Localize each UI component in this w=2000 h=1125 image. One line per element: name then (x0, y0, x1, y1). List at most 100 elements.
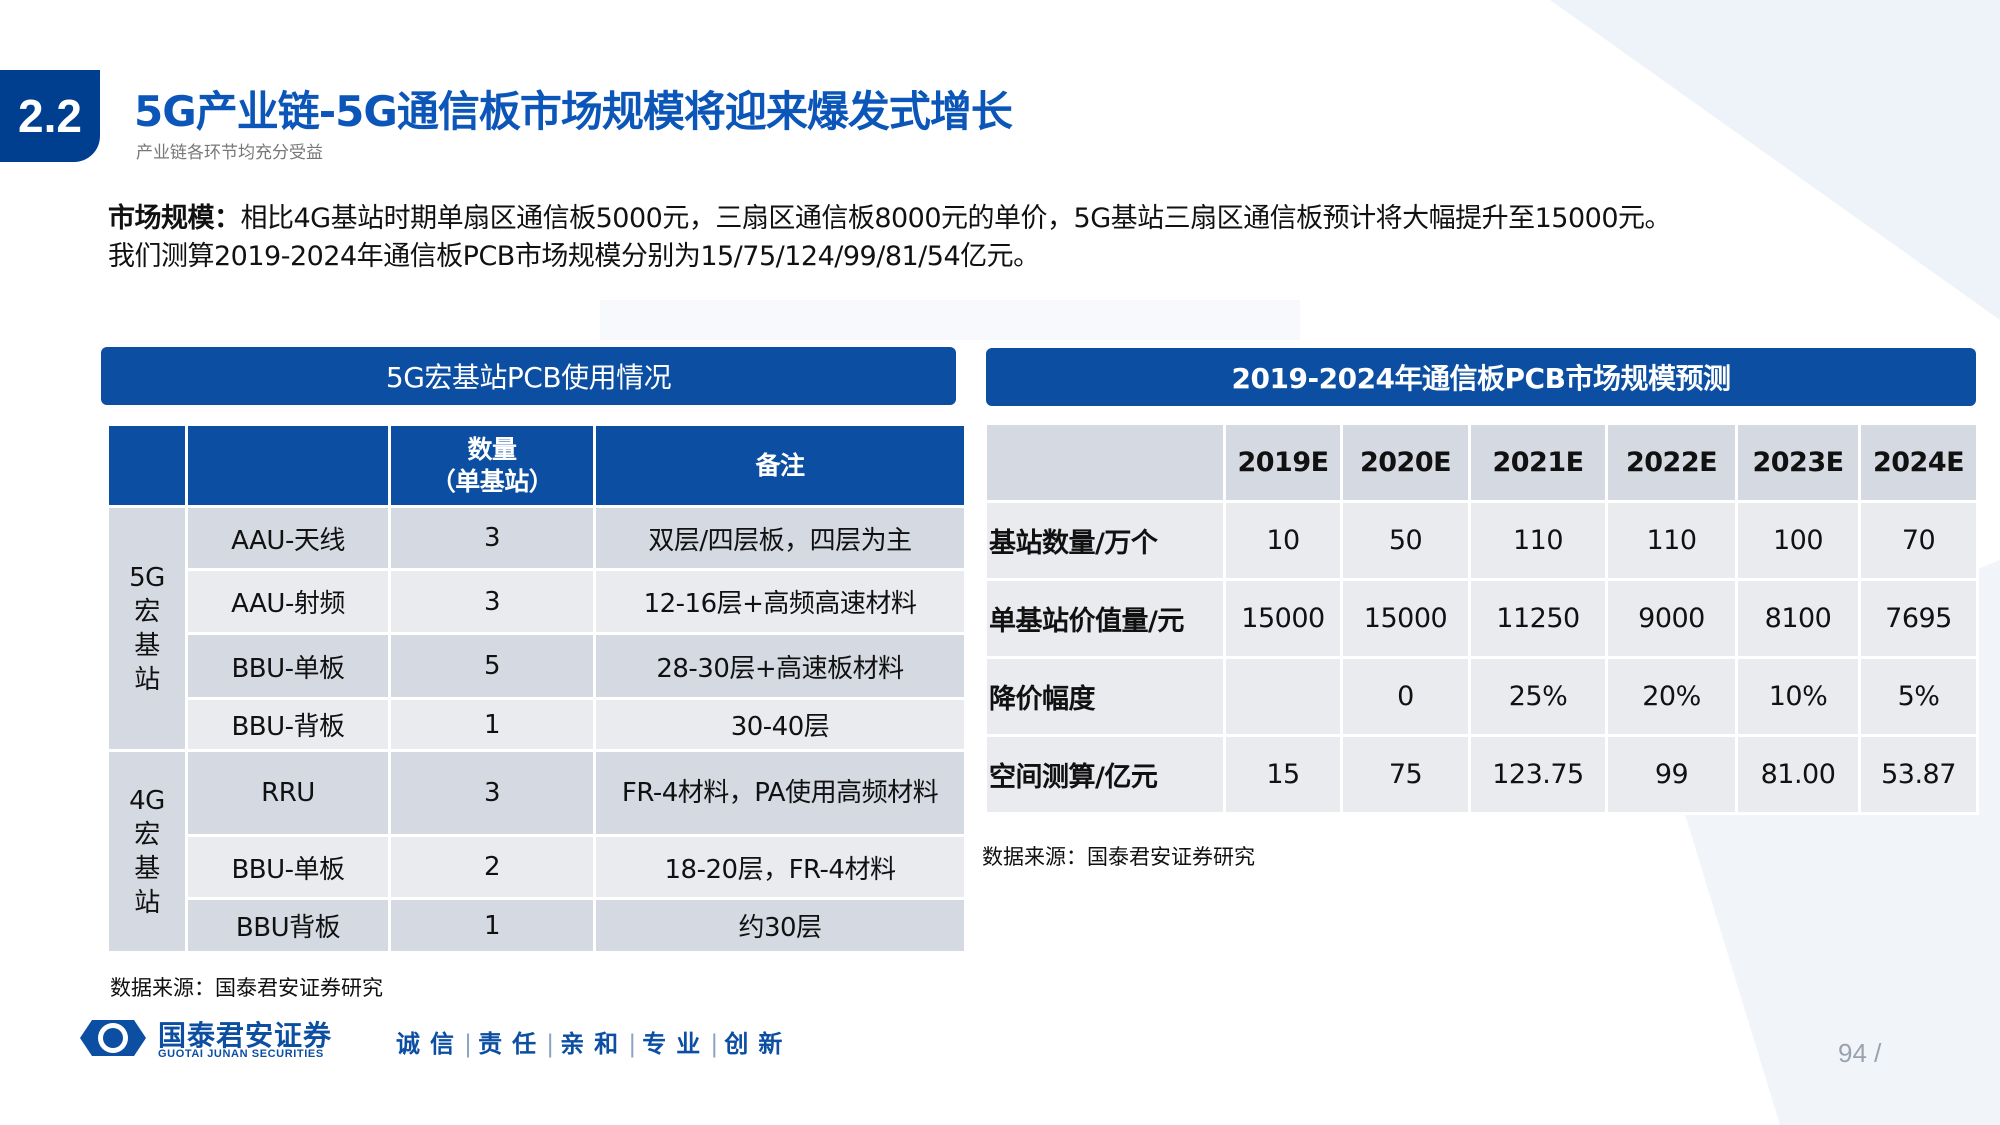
row-qty: 3 (388, 505, 596, 571)
row-value: 50 (1340, 500, 1471, 581)
table-row: 基站数量/万个 10 50 110 110 100 70 (984, 500, 1979, 581)
slogan-word: 责任 (478, 1030, 547, 1058)
row-value: 81.00 (1735, 734, 1861, 815)
intro-paragraph: 市场规模：相比4G基站时期单扇区通信板5000元，三扇区通信板8000元的单价，… (108, 200, 1938, 276)
row-qty: 1 (388, 897, 596, 954)
table-header-row: 2019E 2020E 2021E 2022E 2023E 2024E (984, 422, 1979, 503)
row-label: 降价幅度 (984, 656, 1226, 737)
header-cell-qty: 数量 （单基站） (388, 423, 596, 508)
row-note: 28-30层+高速板材料 (593, 632, 967, 700)
slogan-word: 亲和 (560, 1030, 629, 1058)
header-cell-empty (106, 423, 188, 508)
slogan-word: 专业 (642, 1030, 711, 1058)
table-row: BBU-单板 5 28-30层+高速板材料 (108, 632, 967, 700)
left-source-note: 数据来源：国泰君安证券研究 (110, 976, 383, 1000)
row-qty: 3 (388, 749, 596, 837)
row-value: 53.87 (1858, 734, 1979, 815)
header-cell-empty (984, 422, 1226, 503)
row-value: 99 (1605, 734, 1738, 815)
year-header: 2024E (1858, 422, 1979, 503)
row-item: BBU-背板 (185, 697, 391, 752)
row-qty: 2 (388, 834, 596, 900)
row-value: 10% (1735, 656, 1861, 737)
table-row: AAU-射频 3 12-16层+高频高速材料 (108, 568, 967, 635)
row-note: FR-4材料，PA使用高频材料 (593, 749, 967, 837)
table-row: 4G宏基站 RRU 3 FR-4材料，PA使用高频材料 (106, 749, 967, 954)
slogan-word: 创新 (724, 1030, 793, 1058)
row-value: 15 (1223, 734, 1343, 815)
row-value: 75 (1340, 734, 1471, 815)
row-item: BBU-单板 (185, 632, 391, 700)
table-row: BBU-单板 2 18-20层，FR-4材料 (108, 834, 967, 900)
row-value: 0 (1340, 656, 1471, 737)
row-value: 7695 (1858, 578, 1979, 659)
year-header: 2023E (1735, 422, 1861, 503)
pcb-usage-table: 数量 （单基站） 备注 5G宏基站 AAU-天线 3 双层/四层板，四层为主 A… (106, 423, 967, 954)
row-value: 110 (1605, 500, 1738, 581)
page-subtitle: 产业链各环节均充分受益 (136, 143, 323, 163)
left-panel-title: 5G宏基站PCB使用情况 (101, 347, 956, 405)
row-value: 15000 (1340, 578, 1471, 659)
right-source-note: 数据来源：国泰君安证券研究 (982, 845, 1255, 869)
row-value: 10 (1223, 500, 1343, 581)
row-value: 110 (1468, 500, 1608, 581)
row-qty: 3 (388, 568, 596, 635)
row-value: 9000 (1605, 578, 1738, 659)
row-note: 30-40层 (593, 697, 967, 752)
header-cell-note: 备注 (593, 423, 967, 508)
table-row: BBU-背板 1 30-40层 (108, 697, 967, 752)
market-forecast-table: 2019E 2020E 2021E 2022E 2023E 2024E 基站数量… (984, 422, 1979, 815)
header-qty-line2: （单基站） (430, 466, 554, 496)
table-row: 单基站价值量/元 15000 15000 11250 9000 8100 769… (984, 578, 1979, 659)
group-label-5g: 5G宏基站 (106, 505, 188, 752)
right-panel-title: 2019-2024年通信板PCB市场规模预测 (986, 348, 1976, 406)
intro-line-2: 我们测算2019-2024年通信板PCB市场规模分别为15/75/124/99/… (108, 241, 1040, 272)
row-item: RRU (185, 749, 391, 837)
row-label: 单基站价值量/元 (984, 578, 1226, 659)
row-value: 15000 (1223, 578, 1343, 659)
row-value: 5% (1858, 656, 1979, 737)
year-header: 2021E (1468, 422, 1608, 503)
page-title: 5G产业链-5G通信板市场规模将迎来爆发式增长 (134, 87, 1013, 136)
row-value: 70 (1858, 500, 1979, 581)
company-name-cn: 国泰君安证券 (158, 1019, 333, 1052)
table-row: BBU背板 1 约30层 (108, 897, 967, 954)
year-header: 2019E (1223, 422, 1343, 503)
row-label: 基站数量/万个 (984, 500, 1226, 581)
year-header: 2020E (1340, 422, 1471, 503)
table-row: 空间测算/亿元 15 75 123.75 99 81.00 53.87 (984, 734, 1979, 815)
row-qty: 5 (388, 632, 596, 700)
company-logo-icon (80, 1020, 146, 1056)
year-header: 2022E (1605, 422, 1738, 503)
row-note: 18-20层，FR-4材料 (593, 834, 967, 900)
intro-line-1: 相比4G基站时期单扇区通信板5000元，三扇区通信板8000元的单价，5G基站三… (240, 203, 1672, 234)
section-number-badge: 2.2 (0, 70, 100, 162)
row-value: 11250 (1468, 578, 1608, 659)
row-value: 20% (1605, 656, 1738, 737)
row-value: 123.75 (1468, 734, 1608, 815)
row-note: 约30层 (593, 897, 967, 954)
header-cell-empty (185, 423, 391, 508)
row-value: 25% (1468, 656, 1608, 737)
table-row: 降价幅度 0 25% 20% 10% 5% (984, 656, 1979, 737)
page-number: 94 / (1838, 1038, 1882, 1068)
row-note: 双层/四层板，四层为主 (593, 505, 967, 571)
table-header-row: 数量 （单基站） 备注 (106, 423, 967, 508)
row-qty: 1 (388, 697, 596, 752)
intro-label: 市场规模： (108, 203, 241, 234)
row-item: AAU-射频 (185, 568, 391, 635)
group-label-4g: 4G宏基站 (106, 749, 188, 954)
row-note: 12-16层+高频高速材料 (593, 568, 967, 635)
row-item: AAU-天线 (185, 505, 391, 571)
row-label: 空间测算/亿元 (984, 734, 1226, 815)
company-name-en: GUOTAI JUNAN SECURITIES (158, 1048, 324, 1060)
row-value (1223, 656, 1343, 737)
row-value: 100 (1735, 500, 1861, 581)
slogan: 诚信|责任|亲和|专业|创新 (396, 1030, 793, 1058)
row-item: BBU背板 (185, 897, 391, 954)
table-row: 5G宏基站 AAU-天线 3 双层/四层板，四层为主 (106, 505, 967, 752)
slogan-word: 诚信 (396, 1030, 464, 1058)
row-value: 8100 (1735, 578, 1861, 659)
header-qty-line1: 数量 (467, 434, 517, 464)
row-item: BBU-单板 (185, 834, 391, 900)
